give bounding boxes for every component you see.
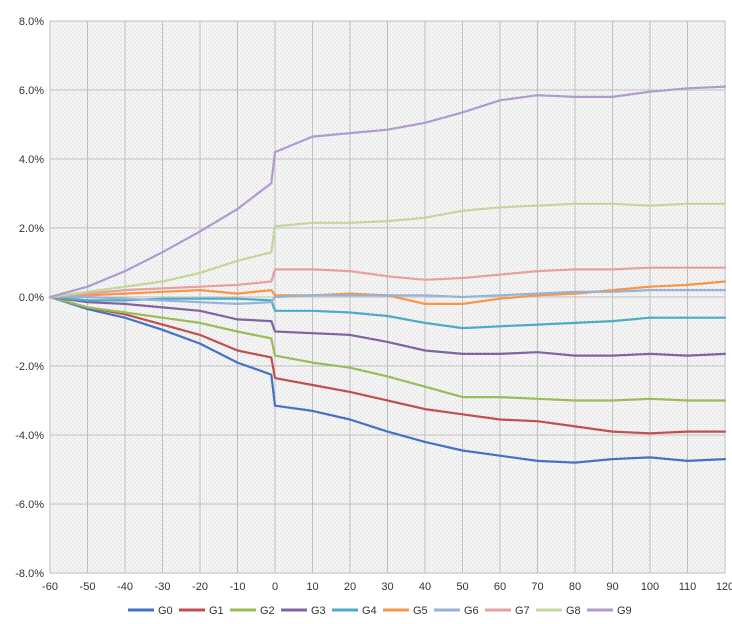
series-line-g7	[48, 266, 727, 299]
legend-label-g0: G0	[158, 605, 173, 617]
x-tick-label: 30	[381, 581, 393, 593]
legend-label-g4: G4	[362, 605, 377, 617]
x-tick-label: -60	[42, 581, 58, 593]
y-tick-label: -8.0%	[15, 568, 44, 580]
x-tick-label: -30	[155, 581, 171, 593]
y-tick-label: 8.0%	[19, 16, 44, 28]
y-tick-label: -6.0%	[15, 499, 44, 511]
series-line-g3	[48, 295, 727, 357]
y-tick-label: 0.0%	[19, 292, 44, 304]
legend-label-g9: G9	[617, 605, 632, 617]
legend-label-g1: G1	[209, 605, 224, 617]
x-tick-label: 80	[569, 581, 581, 593]
y-tick-label: -2.0%	[15, 361, 44, 373]
x-tick-label: 70	[531, 581, 543, 593]
x-tick-label: 120	[716, 581, 732, 593]
y-axis-ticks: -8.0% -6.0% -4.0% -2.0% 0.0% 2.0% 4.0% 6.0% 8.0%	[15, 16, 44, 580]
x-tick-label: 40	[419, 581, 431, 593]
x-axis-ticks: -60 -50 -40 -30 -20 -10 0 10 20 30 40 50 60 70 80 90 100…	[42, 581, 732, 593]
x-tick-label: -40	[117, 581, 133, 593]
x-tick-label: 100	[641, 581, 659, 593]
legend: G0 G1 G2 G3 G4 G5 G6 G7 G8 G9	[128, 605, 632, 617]
x-tick-label: -50	[80, 581, 96, 593]
legend-label-g3: G3	[311, 605, 326, 617]
y-tick-label: 6.0%	[19, 85, 44, 97]
series-lines	[48, 85, 727, 464]
x-tick-label: 110	[679, 581, 697, 593]
series-line-g4	[48, 295, 727, 330]
y-tick-label: -4.0%	[15, 430, 44, 442]
x-tick-label: 60	[494, 581, 506, 593]
x-tick-label: 50	[456, 581, 468, 593]
legend-label-g2: G2	[260, 605, 275, 617]
series-line-g9	[48, 85, 727, 299]
x-tick-label: -20	[192, 581, 208, 593]
x-tick-label: 0	[272, 581, 278, 593]
series-line-g6	[48, 289, 727, 305]
x-tick-label: 10	[306, 581, 318, 593]
y-tick-label: 2.0%	[19, 223, 44, 235]
x-tick-label: 20	[344, 581, 356, 593]
series-line-g0	[48, 295, 727, 464]
series-line-g2	[48, 295, 727, 402]
series-line-g1	[48, 295, 727, 435]
grid-lines	[49, 20, 726, 574]
x-tick-label: 90	[606, 581, 618, 593]
legend-label-g5: G5	[413, 605, 428, 617]
legend-label-g6: G6	[464, 605, 479, 617]
y-tick-label: 4.0%	[19, 154, 44, 166]
legend-label-g8: G8	[566, 605, 581, 617]
legend-label-g7: G7	[515, 605, 530, 617]
series-line-g8	[48, 202, 727, 299]
x-tick-label: -10	[230, 581, 246, 593]
